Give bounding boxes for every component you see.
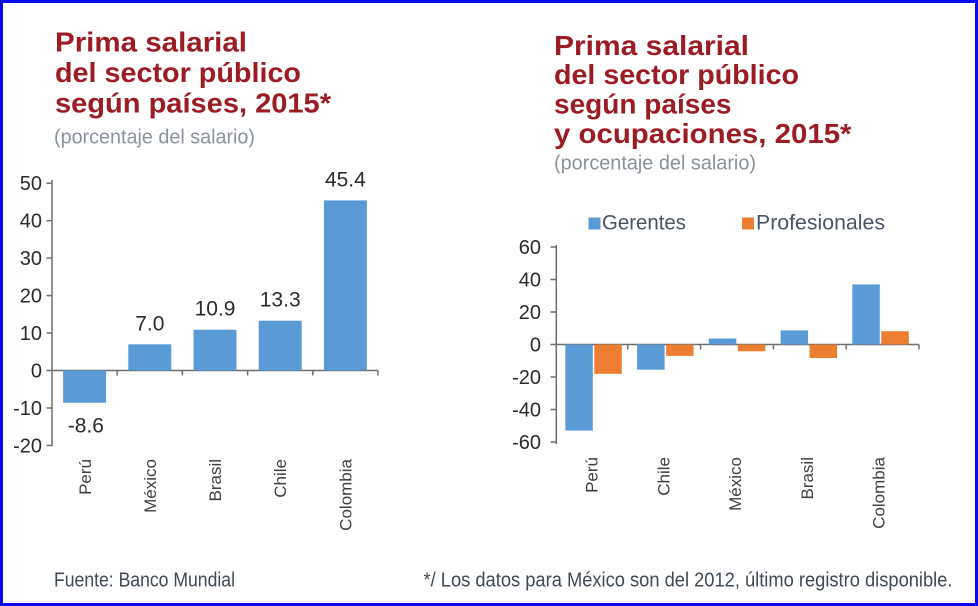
svg-text:Fuente: Banco Mundial: Fuente: Banco Mundial bbox=[54, 570, 235, 592]
svg-text:*/ Los datos para México son d: */ Los datos para México son del 2012, ú… bbox=[424, 570, 953, 592]
svg-text:Prima salarial: Prima salarial bbox=[554, 30, 749, 61]
svg-text:45.4: 45.4 bbox=[325, 168, 366, 191]
svg-text:40: 40 bbox=[20, 211, 42, 233]
svg-text:-20: -20 bbox=[512, 367, 541, 389]
svg-text:Chile: Chile bbox=[271, 459, 290, 498]
svg-text:Perú: Perú bbox=[583, 457, 602, 493]
svg-text:del sector público: del sector público bbox=[554, 59, 799, 90]
svg-text:-10: -10 bbox=[13, 398, 42, 420]
svg-text:13.3: 13.3 bbox=[260, 289, 301, 312]
svg-text:Prima salarial: Prima salarial bbox=[55, 27, 247, 58]
svg-text:Gerentes: Gerentes bbox=[602, 212, 686, 235]
svg-text:Chile: Chile bbox=[654, 457, 673, 496]
svg-text:30: 30 bbox=[20, 248, 42, 270]
svg-text:Colombia: Colombia bbox=[337, 458, 356, 530]
svg-text:México: México bbox=[141, 459, 160, 513]
svg-text:Colombia: Colombia bbox=[870, 456, 889, 528]
svg-text:10.9: 10.9 bbox=[195, 298, 236, 321]
svg-text:y ocupaciones, 2015*: y ocupaciones, 2015* bbox=[554, 118, 852, 149]
svg-text:-40: -40 bbox=[512, 400, 541, 422]
svg-text:40: 40 bbox=[519, 270, 541, 292]
svg-text:México: México bbox=[726, 457, 745, 511]
svg-text:Brasil: Brasil bbox=[798, 457, 817, 500]
svg-text:Perú: Perú bbox=[76, 459, 95, 495]
svg-text:-20: -20 bbox=[13, 435, 42, 457]
svg-text:Brasil: Brasil bbox=[206, 459, 225, 502]
svg-text:0: 0 bbox=[31, 361, 42, 383]
svg-text:del sector público: del sector público bbox=[55, 57, 301, 88]
svg-text:50: 50 bbox=[20, 173, 42, 195]
svg-text:20: 20 bbox=[519, 302, 541, 324]
svg-text:60: 60 bbox=[519, 237, 541, 259]
svg-text:20: 20 bbox=[20, 286, 42, 308]
svg-text:7.0: 7.0 bbox=[135, 312, 164, 335]
svg-text:10: 10 bbox=[20, 323, 42, 345]
svg-text:(porcentaje del salario): (porcentaje del salario) bbox=[554, 153, 756, 175]
svg-text:-8.6: -8.6 bbox=[68, 415, 104, 438]
svg-text:(porcentaje del salario): (porcentaje del salario) bbox=[54, 127, 255, 149]
svg-text:Profesionales: Profesionales bbox=[756, 212, 885, 235]
svg-text:según países: según países bbox=[554, 89, 732, 120]
svg-text:0: 0 bbox=[530, 335, 541, 357]
svg-text:según países, 2015*: según países, 2015* bbox=[55, 88, 331, 119]
svg-text:-60: -60 bbox=[512, 432, 541, 454]
